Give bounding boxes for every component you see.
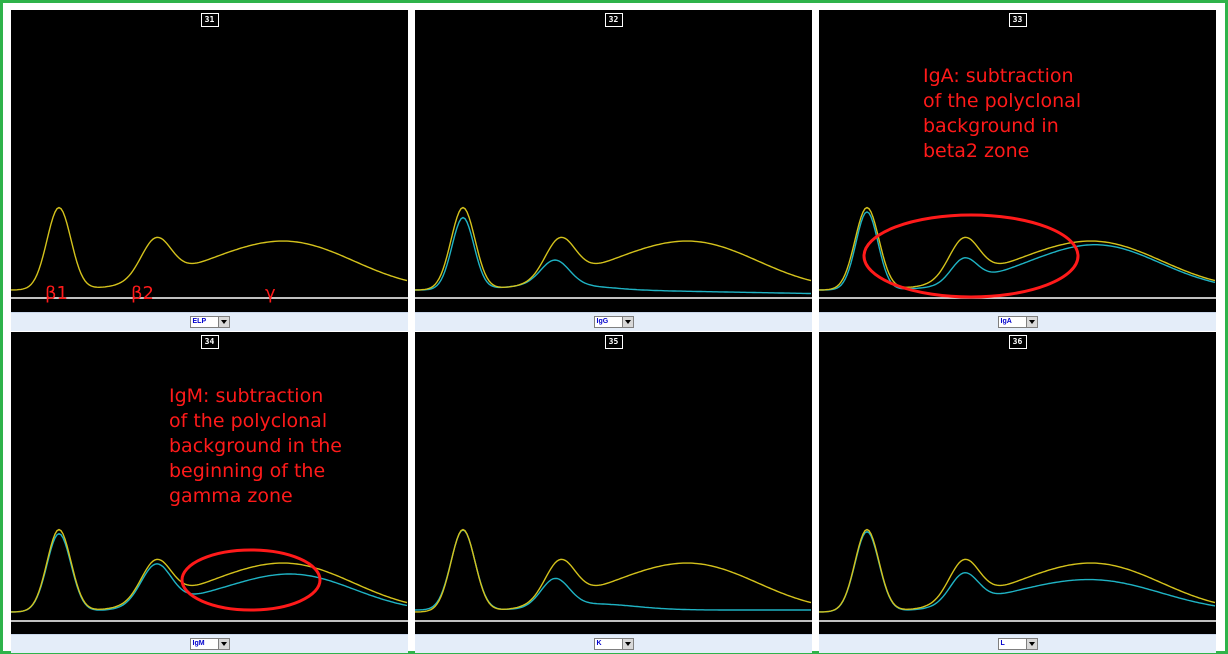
highlight-ellipse xyxy=(862,213,1080,299)
plot-area: 33 IgA: subtraction of the polyclonal ba… xyxy=(819,10,1216,312)
panel-35: 35 K xyxy=(415,332,812,653)
panel-toolbar: K xyxy=(415,634,812,653)
zone-label-beta2: β2 xyxy=(131,283,154,304)
igm-annotation: IgM: subtraction of the polyclonal backg… xyxy=(169,384,342,509)
chevron-down-icon[interactable] xyxy=(1025,639,1037,649)
panel-number: 35 xyxy=(604,335,623,349)
trace-chart xyxy=(11,528,408,622)
iga-annotation: IgA: subtraction of the polyclonal backg… xyxy=(923,64,1081,164)
plot-area: 35 xyxy=(415,332,812,634)
zone-label-gamma: γ xyxy=(265,283,276,304)
select-value: ELP xyxy=(192,318,207,325)
panel-31: 31 β1 β2 γ ELP xyxy=(11,10,408,331)
select-value: K xyxy=(596,640,602,647)
iga-curve xyxy=(819,211,1216,291)
annotation-line: IgA: subtraction xyxy=(923,65,1074,87)
plot-area: 32 xyxy=(415,10,812,312)
igm-curve xyxy=(11,532,408,613)
select-value: IgA xyxy=(1000,318,1012,325)
igg-curve xyxy=(415,216,811,295)
annotation-line: background in xyxy=(923,115,1059,137)
panel-number: 32 xyxy=(604,13,623,27)
elp-curve xyxy=(819,528,1216,613)
panel-33: 33 IgA: subtraction of the polyclonal ba… xyxy=(819,10,1216,331)
annotation-line: IgM: subtraction xyxy=(169,385,324,407)
select-value: L xyxy=(1000,640,1005,647)
panel-number: 36 xyxy=(1008,335,1027,349)
annotation-line: of the polyclonal xyxy=(923,90,1082,112)
chevron-down-icon[interactable] xyxy=(1025,317,1037,327)
panel-number: 34 xyxy=(200,335,219,349)
zone-label-beta1: β1 xyxy=(45,283,68,304)
panel-32: 32 IgG xyxy=(415,10,812,331)
chevron-down-icon[interactable] xyxy=(217,639,229,649)
trace-chart xyxy=(819,206,1216,299)
antiserum-select[interactable]: ELP xyxy=(189,316,230,328)
antiserum-select[interactable]: L xyxy=(997,638,1038,650)
panel-toolbar: ELP xyxy=(11,312,408,331)
highlight-ellipse xyxy=(180,548,322,612)
panel-36: 36 L xyxy=(819,332,1216,653)
panel-toolbar: IgM xyxy=(11,634,408,653)
plot-area: 31 β1 β2 γ xyxy=(11,10,408,312)
annotation-line: of the polyclonal xyxy=(169,410,328,432)
chevron-down-icon[interactable] xyxy=(217,317,229,327)
elp-curve xyxy=(415,528,812,613)
annotation-line: beta2 zone xyxy=(923,140,1030,162)
chevron-down-icon[interactable] xyxy=(621,639,633,649)
panel-34: 34 IgM: subtraction of the polyclonal ba… xyxy=(11,332,408,653)
trace-chart xyxy=(415,528,812,622)
kappa-curve xyxy=(415,529,811,611)
annotation-line: beginning of the xyxy=(169,460,326,482)
lambda-curve xyxy=(819,530,1216,613)
antiserum-select[interactable]: IgM xyxy=(189,638,230,650)
panel-number: 33 xyxy=(1008,13,1027,27)
antiserum-select[interactable]: IgA xyxy=(997,316,1038,328)
panel-number: 31 xyxy=(200,13,219,27)
elp-curve xyxy=(415,206,812,291)
trace-chart xyxy=(819,528,1216,622)
annotation-line: gamma zone xyxy=(169,485,293,507)
panel-toolbar: IgG xyxy=(415,312,812,331)
select-value: IgG xyxy=(596,318,609,325)
antiserum-select[interactable]: IgG xyxy=(593,316,634,328)
trace-chart xyxy=(11,206,408,299)
antiserum-select[interactable]: K xyxy=(593,638,634,650)
elp-curve xyxy=(11,528,408,613)
annotation-line: background in the xyxy=(169,435,342,457)
panel-toolbar: IgA xyxy=(819,312,1216,331)
chevron-down-icon[interactable] xyxy=(621,317,633,327)
plot-area: 34 IgM: subtraction of the polyclonal ba… xyxy=(11,332,408,634)
panel-toolbar: L xyxy=(819,634,1216,653)
select-value: IgM xyxy=(192,640,205,647)
trace-chart xyxy=(415,206,812,299)
elp-curve xyxy=(11,206,408,291)
plot-area: 36 xyxy=(819,332,1216,634)
elp-curve xyxy=(819,206,1216,291)
